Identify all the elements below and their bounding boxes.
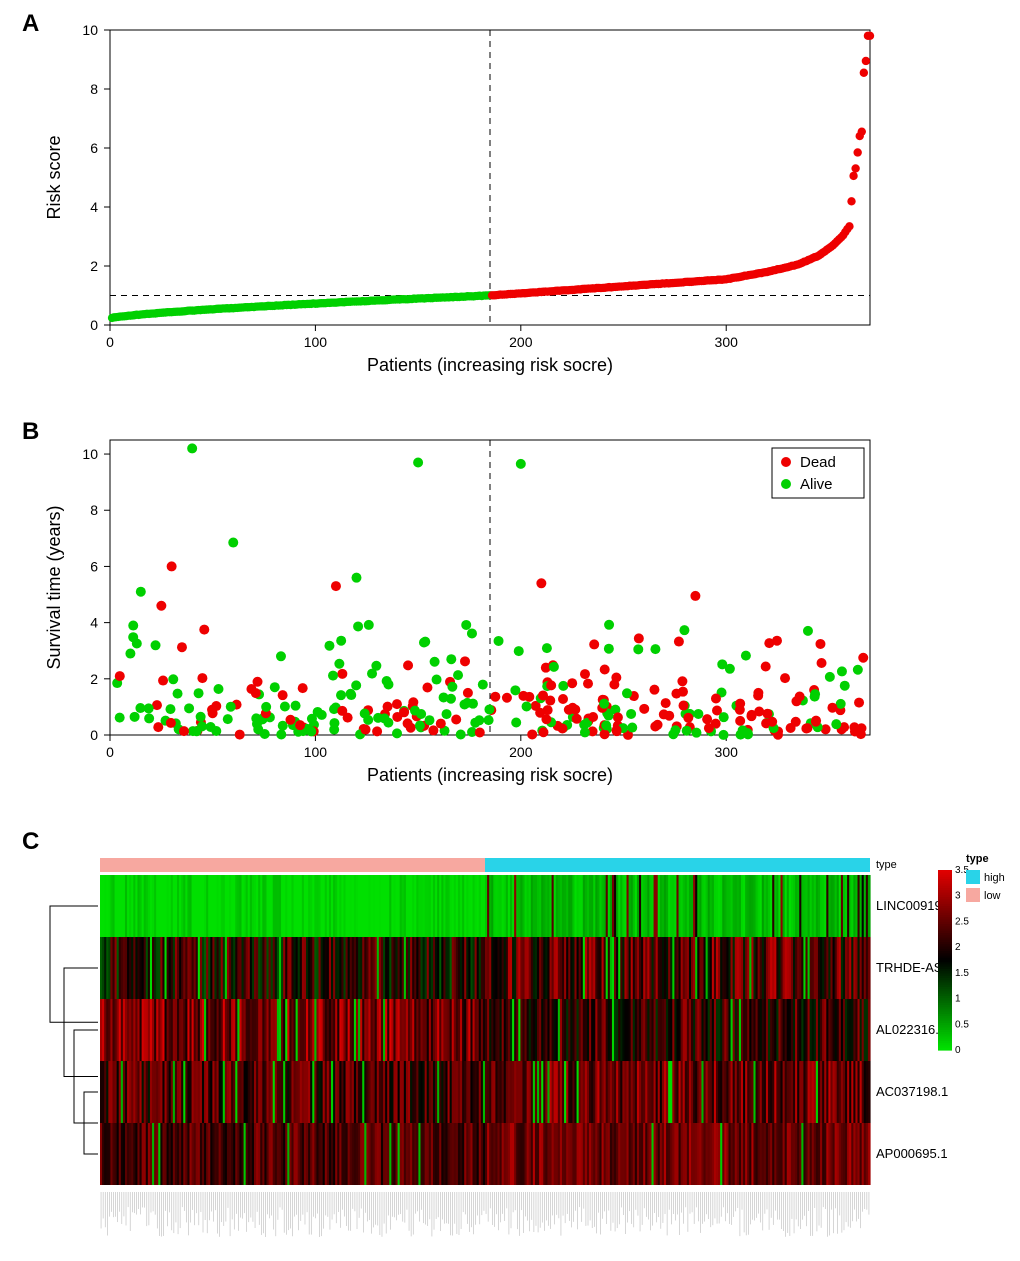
panel-b: 0 100 200 300 0 2 4 6 8 10 Patients (increasing ri… [44, 440, 870, 785]
svg-text:0: 0 [106, 744, 114, 760]
svg-text:Survival time (years): Survival time (years) [44, 505, 64, 669]
svg-text:AP000695.1: AP000695.1 [876, 1146, 948, 1161]
svg-text:Alive: Alive [800, 476, 833, 493]
svg-text:AL022316.1: AL022316.1 [876, 1022, 946, 1037]
figure-root: A B C 01002003000246810Patients (increas… [0, 0, 1020, 1261]
svg-text:300: 300 [715, 744, 739, 760]
svg-text:Risk score: Risk score [44, 135, 64, 219]
svg-text:0: 0 [955, 1045, 961, 1056]
svg-text:low: low [984, 890, 1001, 902]
panel-a-label: A [22, 10, 39, 38]
panel-b-label: B [22, 418, 39, 446]
svg-text:2: 2 [90, 671, 98, 687]
svg-text:Patients (increasing risk socr: Patients (increasing risk socre) [367, 355, 613, 375]
svg-text:2.5: 2.5 [955, 916, 969, 927]
svg-text:type: type [876, 859, 897, 871]
figure-svg: 01002003000246810Patients (increasing ri… [0, 0, 1020, 1261]
svg-text:8: 8 [90, 502, 98, 518]
svg-text:4: 4 [90, 615, 98, 631]
svg-text:6: 6 [90, 558, 98, 574]
panel-a: 0 100 200 300 0 2 4 6 8 10 Patients (increasing ri… [44, 22, 874, 375]
svg-text:Dead: Dead [800, 454, 836, 471]
svg-text:8: 8 [90, 81, 98, 97]
svg-text:100: 100 [304, 334, 328, 350]
svg-text:0: 0 [106, 334, 114, 350]
svg-text:high: high [984, 872, 1005, 884]
svg-text:type: type [966, 853, 989, 865]
svg-text:200: 200 [509, 334, 533, 350]
svg-text:AC037198.1: AC037198.1 [876, 1084, 948, 1099]
svg-text:100: 100 [304, 744, 328, 760]
svg-text:3: 3 [955, 891, 961, 902]
svg-text:4: 4 [90, 199, 98, 215]
svg-text:10: 10 [82, 22, 98, 38]
svg-text:200: 200 [509, 744, 533, 760]
svg-text:10: 10 [82, 446, 98, 462]
svg-text:1: 1 [955, 994, 961, 1005]
svg-text:LINC00919: LINC00919 [876, 898, 942, 913]
svg-text:1.5: 1.5 [955, 968, 969, 979]
svg-text:Patients (increasing risk socr: Patients (increasing risk socre) [367, 765, 613, 785]
svg-text:2: 2 [90, 258, 98, 274]
svg-text:6: 6 [90, 140, 98, 156]
svg-text:0.5: 0.5 [955, 1019, 969, 1030]
svg-text:2: 2 [955, 942, 961, 953]
svg-text:0: 0 [90, 727, 98, 743]
panel-c-label: C [22, 828, 39, 856]
svg-text:0: 0 [90, 317, 98, 333]
panel-c: typeLINC00919TRHDE-AS1AL022316.1AC037198… [50, 853, 1005, 1237]
svg-text:300: 300 [715, 334, 739, 350]
